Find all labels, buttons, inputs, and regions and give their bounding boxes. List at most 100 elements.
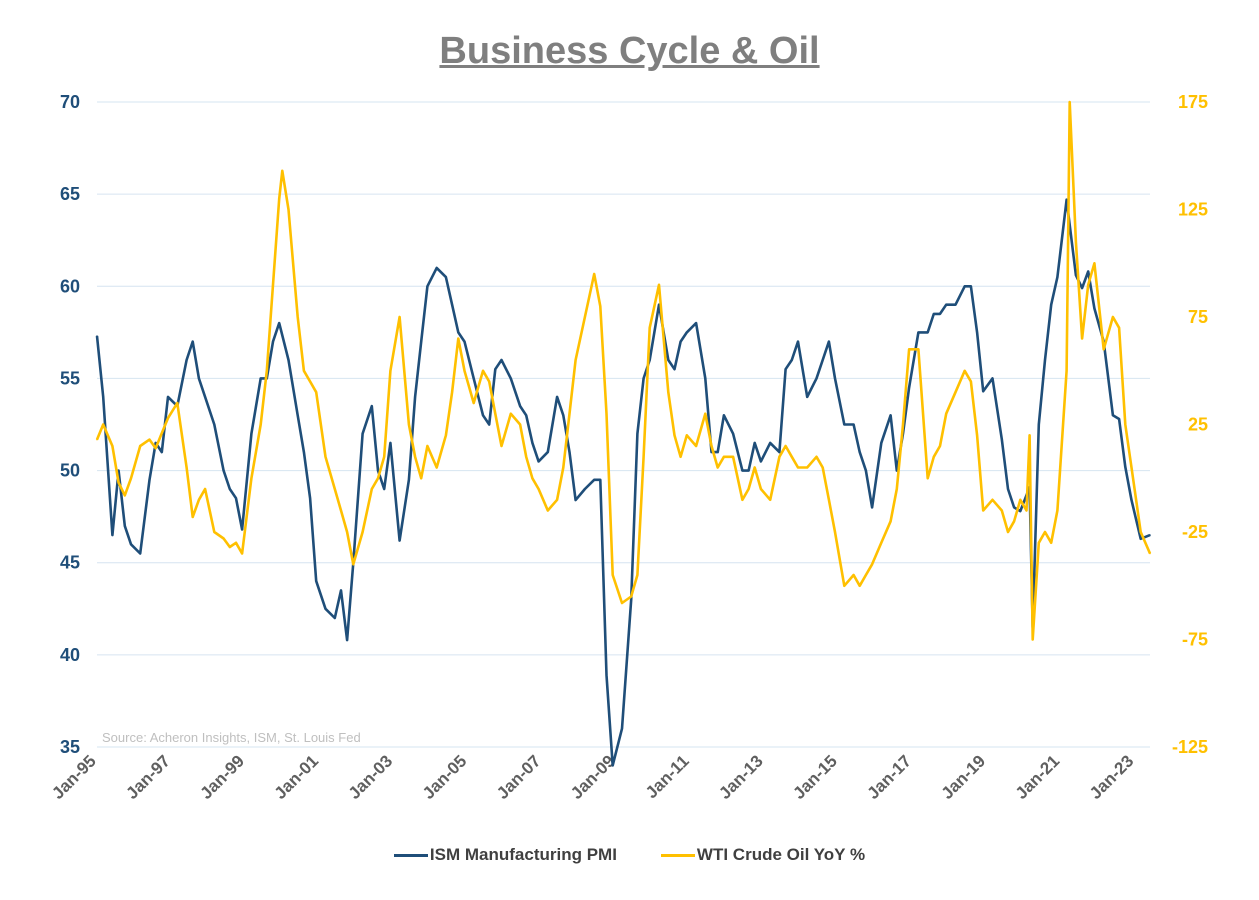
data-point (858, 585, 861, 587)
data-point (124, 525, 126, 527)
legend-label-pmi: ISM Manufacturing PMI (429, 845, 617, 864)
legend-item-pmi: ISM Manufacturing PMI (393, 845, 617, 865)
data-point (398, 316, 401, 318)
data-point (457, 337, 460, 340)
data-point (148, 438, 151, 441)
data-point (880, 442, 883, 444)
data-point (334, 617, 336, 619)
data-point (500, 359, 503, 361)
data-point (315, 580, 318, 582)
data-point (673, 434, 676, 437)
data-point (642, 377, 645, 380)
left-tick-label: 65 (60, 184, 80, 204)
data-point (704, 412, 707, 415)
legend-label-oil: WTI Crude Oil YoY % (696, 845, 866, 864)
data-point (605, 412, 608, 415)
left-tick-label: 60 (60, 276, 80, 296)
data-point (250, 432, 253, 435)
data-point (828, 499, 830, 501)
data-point (1112, 414, 1114, 417)
data-point (198, 499, 200, 501)
right-tick-label: -125 (1172, 737, 1208, 757)
data-point (791, 359, 793, 361)
data-point (1007, 531, 1009, 533)
data-point (865, 469, 867, 472)
x-tick-label: Jan-19 (938, 751, 990, 803)
data-point (1118, 327, 1120, 329)
data-point (287, 359, 290, 361)
data-point (272, 284, 274, 286)
data-point (537, 460, 540, 463)
left-tick-label: 45 (60, 553, 80, 573)
data-point (926, 477, 929, 480)
data-point (695, 322, 697, 324)
data-point (435, 267, 438, 269)
data-point (1028, 434, 1031, 437)
data-point (154, 447, 157, 450)
data-point (1081, 287, 1083, 289)
data-point (213, 531, 216, 533)
data-point (1044, 359, 1046, 361)
data-point (741, 469, 744, 472)
data-point (747, 488, 750, 490)
data-point (278, 322, 281, 324)
data-point (732, 456, 734, 458)
data-point (648, 327, 651, 329)
data-point (828, 340, 830, 343)
data-point (716, 466, 719, 469)
data-point (408, 479, 410, 481)
left-tick-label: 40 (60, 645, 80, 665)
data-point (167, 396, 169, 398)
data-point (815, 377, 818, 380)
data-point (679, 456, 682, 458)
data-point (1149, 534, 1151, 536)
data-point (695, 445, 697, 447)
data-point (340, 509, 342, 512)
data-point (821, 359, 824, 361)
data-point (352, 563, 355, 566)
data-point (176, 402, 179, 404)
data-point (991, 377, 994, 380)
data-point (420, 477, 423, 480)
data-point (1112, 316, 1114, 318)
data-point (494, 412, 497, 415)
data-point (747, 469, 750, 472)
data-point (309, 497, 311, 500)
data-point (324, 608, 327, 610)
x-tick-label: Jan-23 (1086, 751, 1138, 803)
data-point (982, 390, 984, 393)
data-point (630, 598, 632, 601)
data-point (865, 574, 867, 576)
data-point (139, 445, 141, 447)
data-point (102, 396, 104, 398)
data-point (222, 537, 225, 540)
data-point (117, 481, 120, 484)
data-point (229, 546, 231, 548)
data-point (889, 414, 892, 417)
x-axis-ticks: Jan-95 Jan-97 Jan-99 Jan-01 Jan-03 Jan-05 Jan-… (48, 751, 1137, 803)
data-point (124, 494, 126, 497)
data-point (154, 442, 157, 444)
data-point (945, 303, 947, 306)
data-point (161, 432, 163, 434)
data-point (673, 368, 676, 371)
data-point (1038, 423, 1040, 426)
data-point (204, 488, 206, 490)
x-tick-label: Jan-11 (642, 751, 693, 802)
data-point (340, 589, 342, 592)
data-point (1093, 307, 1096, 310)
data-point (636, 432, 639, 435)
data-point (1001, 438, 1003, 441)
left-tick-label: 35 (60, 737, 80, 757)
data-point (167, 417, 169, 419)
data-point (204, 396, 206, 398)
data-point (908, 348, 910, 351)
data-point (457, 331, 460, 334)
data-point (346, 531, 348, 533)
series-line-oil (95, 100, 1152, 641)
left-tick-label: 55 (60, 368, 80, 388)
right-tick-label: 125 (1178, 200, 1208, 220)
data-point (908, 386, 910, 389)
data-point (303, 370, 305, 372)
data-point (241, 528, 243, 531)
